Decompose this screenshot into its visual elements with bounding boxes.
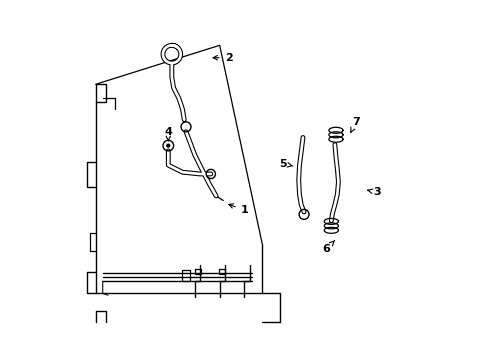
Text: 6: 6 [322,240,334,254]
Text: 3: 3 [367,188,381,197]
Circle shape [166,144,169,147]
Text: 7: 7 [350,117,359,132]
Text: 4: 4 [164,127,172,140]
Text: 5: 5 [279,159,292,169]
Text: 2: 2 [213,53,232,63]
Text: 1: 1 [228,204,248,215]
